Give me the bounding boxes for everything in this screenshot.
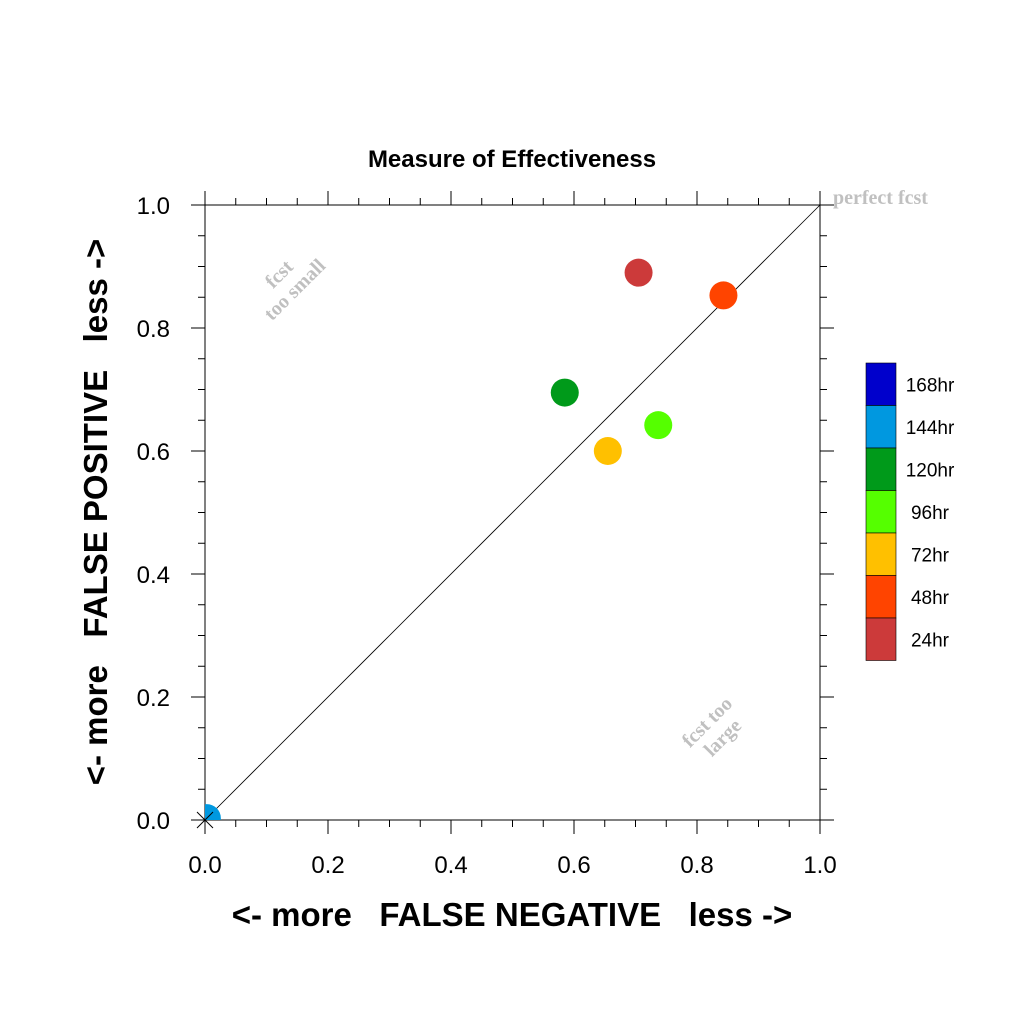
y-axis-title: <- more FALSE POSITIVE less -> — [77, 239, 114, 786]
legend-label-72hr: 72hr — [911, 545, 950, 566]
legend-label-168hr: 168hr — [906, 375, 955, 396]
y-tick-label: 0.6 — [137, 439, 170, 466]
fcst-too-large-label: fcst too large — [678, 693, 746, 761]
y-tick-label: 0.8 — [137, 316, 170, 343]
legend-label-24hr: 24hr — [911, 630, 950, 651]
y-tick-label: 0.2 — [137, 685, 170, 712]
y-tick-label: 1.0 — [137, 193, 170, 220]
x-tick-label: 0.2 — [311, 852, 344, 879]
fcst-too-small-line2: too small — [260, 255, 330, 325]
perfect-fcst-label: perfect fcst — [833, 187, 928, 209]
legend-swatch-96hr — [865, 490, 897, 534]
legend-swatch-144hr — [865, 405, 897, 449]
x-tick-label: 0.4 — [434, 852, 467, 879]
legend-swatch-120hr — [865, 447, 897, 491]
x-tick-label: 0.8 — [680, 852, 713, 879]
x-tick-label: 0.0 — [188, 852, 221, 879]
legend-label-96hr: 96hr — [911, 503, 950, 524]
point-120hr — [550, 378, 579, 407]
legend-swatch-72hr — [865, 532, 897, 576]
point-96hr — [644, 411, 673, 440]
point-72hr — [593, 437, 622, 465]
y-tick-label: 0.4 — [137, 562, 170, 589]
legend-swatch-48hr — [865, 575, 897, 619]
origin-x-marker — [196, 811, 214, 829]
legend: 168hr 144hr 120hr 96hr 72hr 48hr 24hr — [865, 362, 955, 661]
fcst-too-small-label: fcst too small — [260, 255, 330, 325]
legend-swatch-168hr — [865, 362, 897, 406]
data-points — [205, 258, 738, 820]
legend-label-48hr: 48hr — [911, 588, 950, 609]
axis-ticks — [191, 191, 834, 834]
legend-swatch-24hr — [865, 617, 897, 661]
legend-label-144hr: 144hr — [906, 418, 955, 439]
y-tick-label: 0.0 — [137, 808, 170, 835]
chart-title: Measure of Effectiveness — [368, 146, 656, 173]
x-tick-label: 0.6 — [557, 852, 590, 879]
tick-labels: 0.0 0.2 0.4 0.6 0.8 1.0 0.0 0.2 0.4 0.6 0.8 1.0 — [137, 193, 837, 879]
point-48hr — [709, 281, 738, 310]
x-tick-label: 1.0 — [803, 852, 836, 879]
legend-label-120hr: 120hr — [906, 460, 955, 481]
point-24hr — [624, 258, 653, 287]
x-axis-title: <- more FALSE NEGATIVE less -> — [232, 896, 793, 933]
